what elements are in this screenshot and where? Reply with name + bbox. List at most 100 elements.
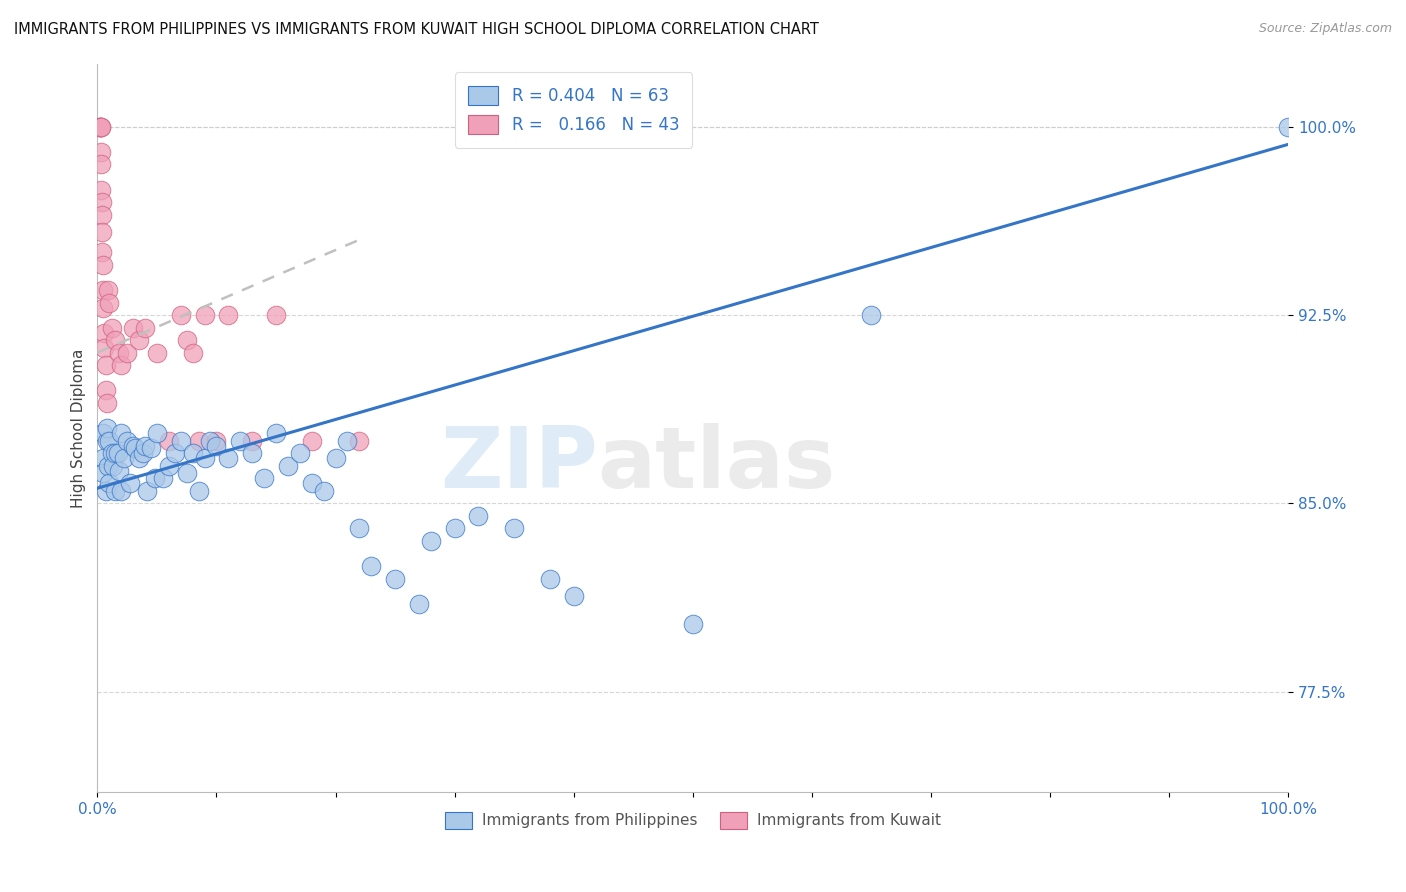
Point xyxy=(187,483,209,498)
Point xyxy=(205,434,228,448)
Point xyxy=(91,451,114,466)
Point xyxy=(181,446,204,460)
Point xyxy=(96,396,118,410)
Point xyxy=(89,120,111,134)
Point xyxy=(94,358,117,372)
Point xyxy=(93,326,115,340)
Point xyxy=(93,341,115,355)
Point xyxy=(562,589,585,603)
Point xyxy=(301,476,323,491)
Point xyxy=(170,308,193,322)
Legend: Immigrants from Philippines, Immigrants from Kuwait: Immigrants from Philippines, Immigrants … xyxy=(439,805,946,835)
Point xyxy=(90,183,112,197)
Point xyxy=(90,120,112,134)
Point xyxy=(134,439,156,453)
Point xyxy=(193,308,215,322)
Point xyxy=(96,434,118,448)
Point xyxy=(277,458,299,473)
Point xyxy=(112,451,135,466)
Point xyxy=(1277,120,1299,134)
Point xyxy=(91,301,114,315)
Point xyxy=(98,434,121,448)
Point xyxy=(97,458,120,473)
Point xyxy=(91,283,114,297)
Point xyxy=(115,434,138,448)
Point xyxy=(101,458,124,473)
Point xyxy=(217,451,239,466)
Point xyxy=(124,441,146,455)
Point xyxy=(131,446,153,460)
Point xyxy=(157,458,180,473)
Point xyxy=(97,283,120,297)
Point xyxy=(122,439,145,453)
Point xyxy=(115,345,138,359)
Point xyxy=(288,446,311,460)
Text: IMMIGRANTS FROM PHILIPPINES VS IMMIGRANTS FROM KUWAIT HIGH SCHOOL DIPLOMA CORREL: IMMIGRANTS FROM PHILIPPINES VS IMMIGRANT… xyxy=(14,22,818,37)
Point xyxy=(146,425,169,440)
Point xyxy=(96,421,118,435)
Point xyxy=(408,597,430,611)
Point xyxy=(170,434,193,448)
Point xyxy=(443,521,465,535)
Point xyxy=(107,446,129,460)
Point xyxy=(187,434,209,448)
Point xyxy=(682,616,704,631)
Point xyxy=(91,208,114,222)
Point xyxy=(349,434,371,448)
Point xyxy=(538,572,561,586)
Y-axis label: High School Diploma: High School Diploma xyxy=(72,348,86,508)
Point xyxy=(325,451,347,466)
Point xyxy=(90,157,112,171)
Point xyxy=(91,195,114,210)
Point xyxy=(136,483,159,498)
Point xyxy=(146,345,169,359)
Point xyxy=(100,320,122,334)
Point xyxy=(100,446,122,460)
Point xyxy=(467,508,489,523)
Point xyxy=(91,466,114,480)
Point xyxy=(336,434,359,448)
Point xyxy=(104,483,127,498)
Point xyxy=(90,145,112,159)
Point xyxy=(301,434,323,448)
Point xyxy=(91,225,114,239)
Point xyxy=(419,533,441,548)
Point xyxy=(176,466,198,480)
Point xyxy=(163,446,186,460)
Point xyxy=(264,425,287,440)
Point xyxy=(264,308,287,322)
Point xyxy=(118,476,141,491)
Point xyxy=(193,451,215,466)
Point xyxy=(134,320,156,334)
Point xyxy=(110,483,132,498)
Point xyxy=(143,471,166,485)
Point xyxy=(128,451,150,466)
Point xyxy=(360,559,382,574)
Point xyxy=(104,446,127,460)
Point xyxy=(229,434,252,448)
Point xyxy=(110,425,132,440)
Point xyxy=(240,446,263,460)
Point xyxy=(200,434,222,448)
Point xyxy=(94,483,117,498)
Point xyxy=(860,308,883,322)
Point xyxy=(98,295,121,310)
Point xyxy=(107,464,129,478)
Point xyxy=(152,471,174,485)
Point xyxy=(176,333,198,347)
Point xyxy=(312,483,335,498)
Point xyxy=(205,439,228,453)
Point xyxy=(122,320,145,334)
Point xyxy=(89,120,111,134)
Point xyxy=(89,120,111,134)
Point xyxy=(104,333,127,347)
Point xyxy=(217,308,239,322)
Text: ZIP: ZIP xyxy=(440,423,598,506)
Point xyxy=(94,384,117,398)
Point xyxy=(240,434,263,448)
Point xyxy=(349,521,371,535)
Point xyxy=(181,345,204,359)
Point xyxy=(157,434,180,448)
Point xyxy=(503,521,526,535)
Point xyxy=(253,471,276,485)
